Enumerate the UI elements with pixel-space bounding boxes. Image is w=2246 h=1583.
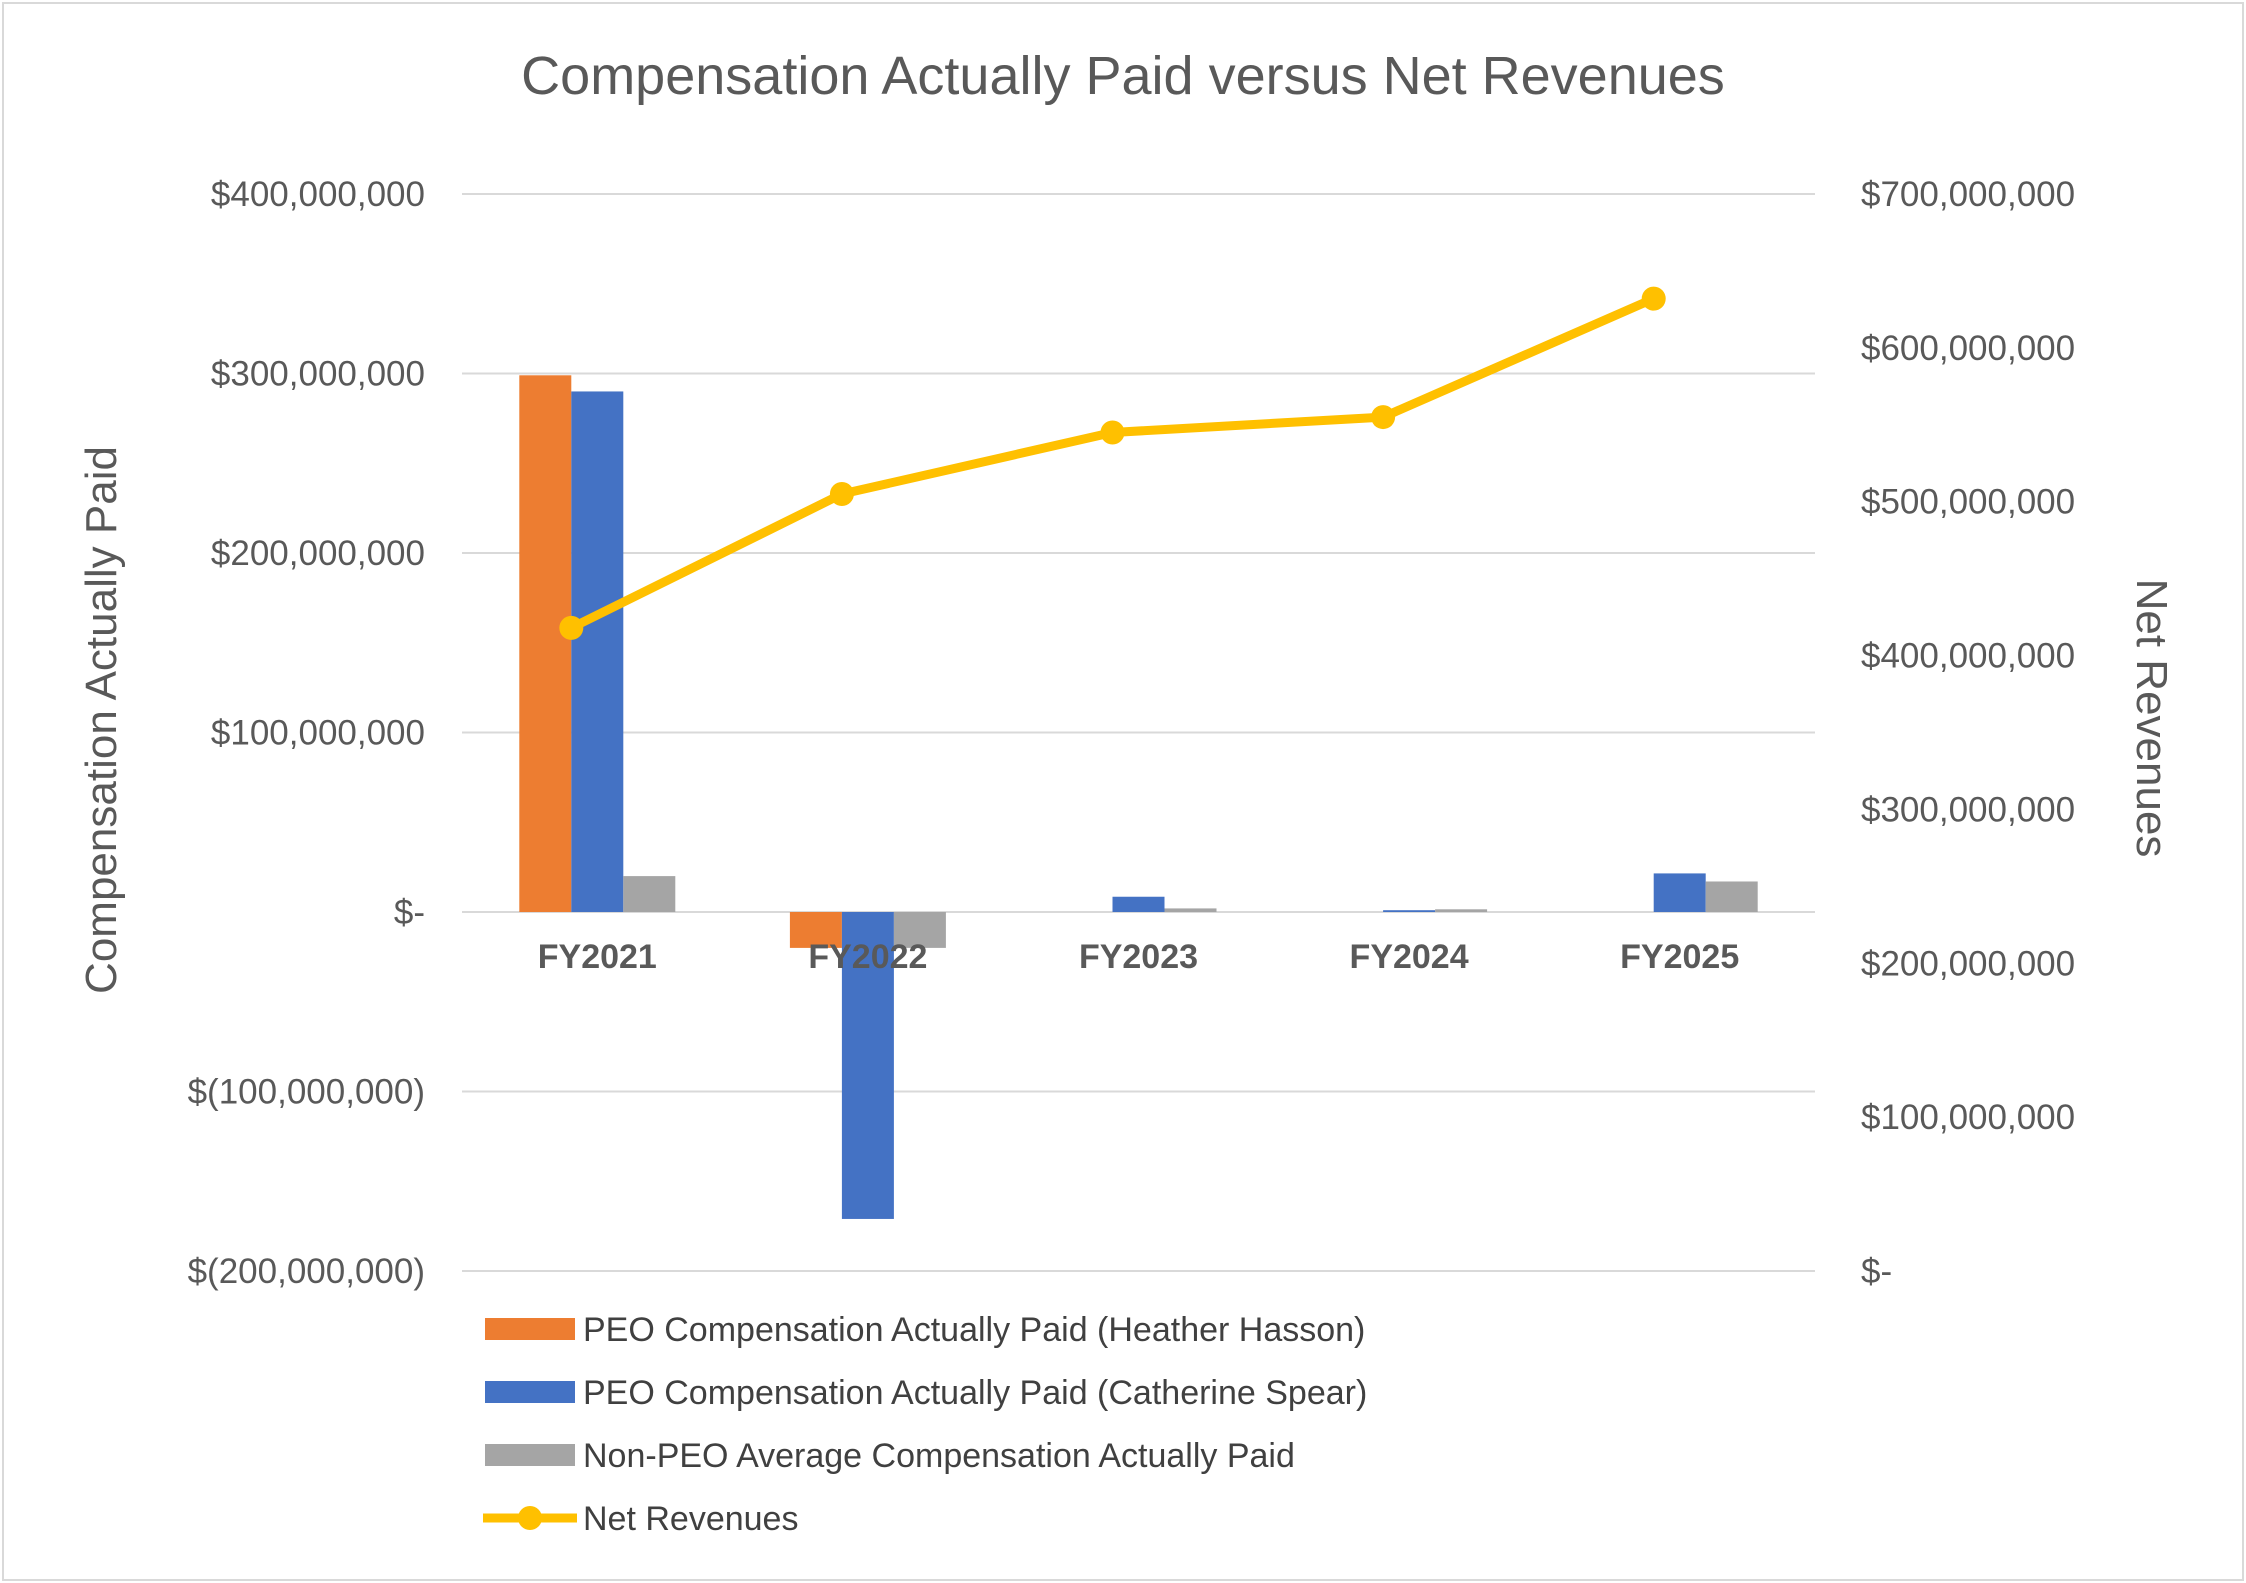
right-tick-label: $600,000,000 bbox=[1861, 329, 2075, 368]
right-tick-label: $300,000,000 bbox=[1861, 790, 2075, 829]
legend-swatch bbox=[485, 1444, 575, 1466]
right-tick-label: $100,000,000 bbox=[1861, 1098, 2075, 1137]
line-path bbox=[566, 294, 1659, 633]
bar bbox=[841, 912, 894, 1219]
line-point bbox=[1100, 420, 1125, 445]
category-label: FY2024 bbox=[1350, 938, 1469, 976]
line-point bbox=[829, 482, 854, 507]
chart-title: Compensation Actually Paid versus Net Re… bbox=[521, 46, 1725, 106]
left-axis-title: Compensation Actually Paid bbox=[77, 446, 126, 994]
left-tick-label: $300,000,000 bbox=[211, 355, 425, 394]
bar bbox=[623, 876, 676, 912]
right-tick-label: $700,000,000 bbox=[1861, 175, 2075, 214]
category-label: FY2022 bbox=[808, 938, 927, 976]
left-tick-label: $- bbox=[394, 893, 425, 932]
category-label: FY2023 bbox=[1079, 938, 1198, 976]
left-tick-label: $(100,000,000) bbox=[188, 1073, 425, 1112]
bar bbox=[1435, 909, 1488, 912]
bar bbox=[789, 912, 842, 948]
legend-swatch bbox=[485, 1318, 575, 1340]
line-point bbox=[1371, 405, 1396, 430]
gridlines bbox=[462, 193, 1815, 1272]
legend-label: PEO Compensation Actually Paid (Catherin… bbox=[583, 1374, 1367, 1412]
left-tick-label: $400,000,000 bbox=[211, 175, 425, 214]
x-axis-categories: FY2021 FY2022 FY2023 FY2024 FY2025 bbox=[538, 938, 1739, 976]
right-axis-ticks: $700,000,000 $600,000,000 $500,000,000 $400… bbox=[1861, 175, 2075, 1291]
bar bbox=[1164, 908, 1217, 912]
legend-label: Net Revenues bbox=[583, 1500, 798, 1538]
bar bbox=[1705, 881, 1758, 912]
bar bbox=[1112, 896, 1165, 912]
left-tick-label: $200,000,000 bbox=[211, 534, 425, 573]
bars bbox=[519, 375, 1758, 1219]
right-tick-label: $- bbox=[1861, 1252, 1892, 1291]
bar bbox=[1383, 910, 1436, 912]
bar bbox=[571, 391, 624, 912]
right-tick-label: $400,000,000 bbox=[1861, 637, 2075, 676]
bar bbox=[519, 375, 572, 912]
left-tick-label: $100,000,000 bbox=[211, 714, 425, 753]
legend-label: Non-PEO Average Compensation Actually Pa… bbox=[583, 1437, 1295, 1475]
category-label: FY2025 bbox=[1620, 938, 1739, 976]
legend-label: PEO Compensation Actually Paid (Heather … bbox=[583, 1311, 1365, 1349]
net-revenues-line bbox=[559, 286, 1666, 640]
right-tick-label: $200,000,000 bbox=[1861, 944, 2075, 983]
right-tick-label: $500,000,000 bbox=[1861, 483, 2075, 522]
left-tick-label: $(200,000,000) bbox=[188, 1252, 425, 1291]
left-axis-ticks: $400,000,000 $300,000,000 $200,000,000 $100… bbox=[188, 175, 425, 1291]
bar bbox=[1653, 873, 1706, 912]
legend-marker bbox=[518, 1506, 542, 1530]
right-axis-title: Net Revenues bbox=[2127, 579, 2176, 858]
line-point bbox=[1641, 286, 1666, 311]
category-label: FY2021 bbox=[538, 938, 657, 976]
legend-swatch bbox=[485, 1381, 575, 1403]
bar bbox=[893, 912, 946, 948]
line-point bbox=[559, 615, 584, 640]
legend: PEO Compensation Actually Paid (Heather … bbox=[483, 1311, 1367, 1538]
